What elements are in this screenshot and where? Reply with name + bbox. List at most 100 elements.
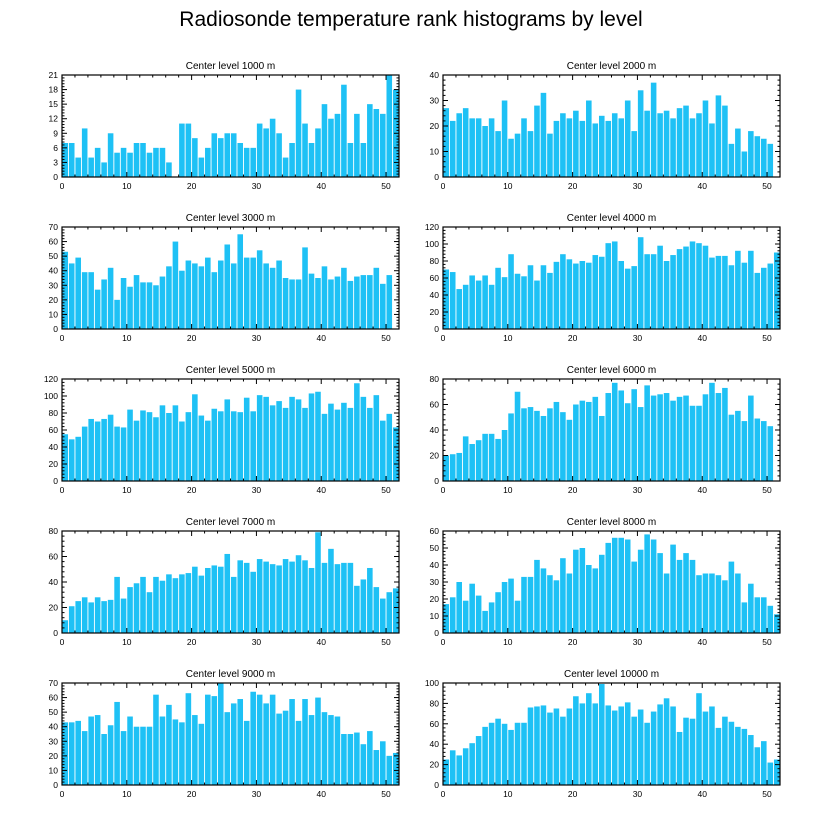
histogram-bar [380, 741, 386, 785]
histogram-bar [683, 395, 689, 481]
histogram-bar [62, 143, 69, 177]
histogram-bar [211, 272, 218, 329]
histogram-bar [341, 734, 347, 785]
histogram-bar [586, 262, 592, 329]
histogram-bar [573, 549, 579, 633]
y-tick-label: 30 [430, 96, 440, 106]
histogram-bar [334, 716, 341, 785]
histogram-bar [631, 716, 637, 785]
histogram-bar [508, 413, 514, 481]
histogram-bar [482, 610, 488, 633]
histogram-bar [198, 723, 205, 785]
histogram-bar [449, 454, 456, 481]
histogram-bar [722, 580, 728, 633]
histogram-bar [308, 273, 315, 329]
histogram-bar [68, 722, 75, 785]
histogram-bar [380, 598, 386, 633]
histogram-bar [741, 602, 748, 633]
histogram-bar [146, 152, 153, 177]
x-tick-label: 10 [122, 789, 132, 799]
histogram-bar [462, 108, 469, 177]
histogram-bar [354, 276, 360, 329]
histogram-bar [449, 597, 456, 633]
histogram-bar [166, 413, 172, 481]
histogram-bar [611, 241, 618, 329]
histogram-bar [761, 138, 767, 177]
histogram-bar [482, 726, 488, 785]
histogram-bar [140, 143, 146, 177]
histogram-bar [185, 123, 192, 177]
histogram-bar [761, 267, 767, 329]
histogram-bar [380, 420, 386, 481]
histogram-bar [644, 722, 650, 785]
histogram-bar [360, 579, 367, 633]
x-tick-label: 50 [381, 181, 391, 191]
histogram-bar [380, 283, 386, 329]
histogram-bar [631, 389, 637, 481]
histogram-bar [676, 249, 683, 329]
x-tick-label: 20 [187, 789, 197, 799]
x-tick-label: 10 [503, 333, 513, 343]
histogram-bar [605, 542, 612, 633]
histogram-bar [553, 708, 560, 785]
y-tick-label: 0 [53, 172, 58, 182]
y-tick-label: 40 [430, 739, 440, 749]
histogram-bar [728, 414, 735, 481]
histogram-bar [295, 399, 302, 481]
histogram-bar [624, 268, 631, 329]
histogram-bar [94, 597, 101, 633]
x-tick-label: 10 [122, 333, 132, 343]
histogram-bar [166, 704, 172, 785]
histogram-bar [269, 118, 276, 177]
histogram-bar [192, 138, 198, 177]
y-tick-label: 40 [430, 560, 440, 570]
histogram-bar [773, 614, 780, 633]
histogram-bar [482, 126, 488, 177]
histogram-bar [159, 276, 166, 329]
histogram-bar [140, 726, 146, 785]
histogram-bar [153, 576, 159, 633]
histogram-bar [579, 548, 586, 633]
histogram-bar [521, 408, 527, 481]
histogram-bar [75, 157, 81, 177]
histogram-bar [243, 257, 250, 329]
histogram-bar [120, 598, 127, 633]
y-tick-label: 3 [53, 157, 58, 167]
y-tick-label: 80 [49, 526, 59, 536]
histogram-bar [534, 559, 540, 633]
y-tick-label: 70 [49, 678, 59, 688]
histogram-bar [328, 548, 334, 633]
histogram-bar [159, 580, 166, 633]
histogram-bar [495, 267, 501, 329]
histogram-bar [469, 444, 475, 481]
histogram-bar [573, 110, 579, 177]
histogram-bar [185, 260, 192, 329]
y-tick-label: 6 [53, 143, 58, 153]
histogram-bar [140, 410, 146, 481]
histogram-bar [735, 726, 741, 785]
panel-title: Center level 6000 m [567, 365, 657, 376]
y-tick-label: 0 [53, 780, 58, 790]
histogram-bar [670, 706, 676, 785]
y-tick-label: 120 [44, 374, 58, 384]
histogram-bar [153, 147, 159, 177]
x-tick-label: 0 [60, 333, 65, 343]
x-tick-label: 50 [762, 333, 772, 343]
histogram-bar [540, 265, 547, 329]
histogram-bar [380, 113, 386, 177]
histogram-bar [501, 430, 508, 481]
histogram-bar [547, 133, 553, 177]
histogram-panel: Center level 10000 m 0 20 40 60 80 100 0 10 20 30 4… [425, 669, 781, 799]
histogram-bar [334, 276, 341, 329]
x-tick-label: 20 [568, 333, 578, 343]
histogram-bar [386, 592, 393, 633]
y-tick-label: 70 [49, 222, 59, 232]
histogram-bar [94, 289, 101, 329]
histogram-bar [475, 280, 482, 329]
histogram-bar [579, 120, 586, 177]
histogram-bar [514, 391, 521, 481]
histogram-bar [579, 703, 586, 785]
histogram-bar [321, 562, 328, 633]
histogram-bar [243, 397, 250, 481]
histogram-bar [263, 703, 269, 785]
